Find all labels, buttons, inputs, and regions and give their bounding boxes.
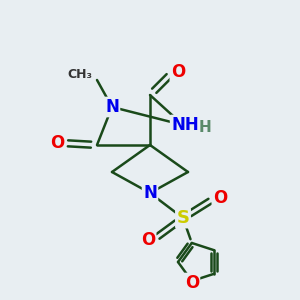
Text: O: O bbox=[50, 134, 64, 152]
Text: H: H bbox=[199, 119, 212, 134]
Text: NH: NH bbox=[171, 116, 199, 134]
Text: S: S bbox=[176, 209, 190, 227]
Text: O: O bbox=[141, 231, 155, 249]
Text: CH₃: CH₃ bbox=[67, 68, 92, 82]
Text: O: O bbox=[185, 274, 199, 292]
Text: N: N bbox=[105, 98, 119, 116]
Text: O: O bbox=[171, 63, 185, 81]
Text: O: O bbox=[213, 189, 227, 207]
Text: N: N bbox=[143, 184, 157, 202]
